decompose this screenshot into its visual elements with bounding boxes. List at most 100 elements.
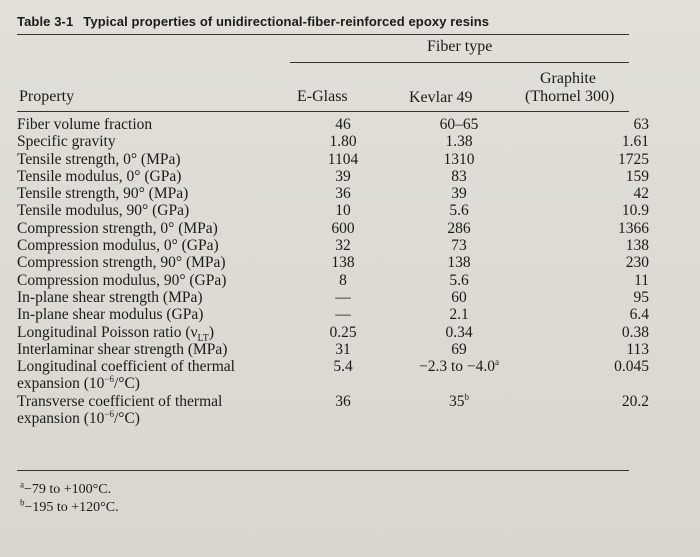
graphite-cell: 6.4 — [629, 306, 649, 324]
kevlar-cell — [399, 375, 519, 392]
table-number: Table 3-1 — [17, 14, 74, 29]
graphite-cell: 159 — [625, 167, 649, 185]
eglass-cell: 36 — [335, 392, 351, 410]
graphite-cell: 42 — [633, 185, 650, 203]
kevlar-cell — [399, 410, 519, 427]
group-rule — [290, 62, 629, 63]
kevlar-cell: 39 — [451, 185, 467, 203]
property-cell: Tensile strength, 0° (MPa) — [17, 150, 181, 168]
graphite-cell: 11 — [634, 271, 649, 289]
eglass-cell: 36 — [335, 185, 351, 203]
eglass-cell: 8 — [339, 271, 347, 289]
table-row: Compression strength, 90° (MPa) 138 138 230 — [17, 254, 649, 271]
footnote-b: b−195 to +120°C. — [20, 497, 119, 515]
property-cell: Tensile modulus, 0° (GPa) — [17, 167, 182, 185]
eglass-cell: 0.25 — [329, 323, 357, 341]
table-row: In-plane shear strength (MPa) — 60 95 — [17, 289, 649, 306]
table-row: expansion (10−6/°C) — [17, 375, 649, 393]
graphite-cell: 10.9 — [621, 202, 649, 220]
kevlar-cell: 0.34 — [445, 323, 473, 341]
eglass-cell: 39 — [335, 167, 351, 185]
table-row: Tensile modulus, 0° (GPa) 39 83 159 — [17, 168, 649, 185]
table-row: Longitudinal Poisson ratio (νLT) 0.25 0.34… — [17, 323, 649, 344]
fiber-type-header: Fiber type — [427, 38, 493, 55]
properties-table: Fiber volume fraction 46 60–65 63 Specific g… — [17, 116, 649, 427]
table-row: Compression strength, 0° (MPa) 600 286 1366 — [17, 220, 649, 237]
col-header-property: Property — [19, 88, 75, 105]
table-row: In-plane shear modulus (GPa) — 2.1 6.4 — [17, 306, 649, 323]
table-title: Table 3-1 Typical properties of unidirect… — [17, 14, 489, 29]
graphite-cell: 1725 — [618, 150, 649, 168]
property-cell: Fiber volume fraction — [17, 116, 153, 133]
eglass-cell: 32 — [335, 237, 351, 255]
graphite-cell: 230 — [625, 254, 649, 272]
table-row: Compression modulus, 90° (GPa) 8 5.6 11 — [17, 272, 649, 289]
kevlar-cell: 5.6 — [449, 271, 469, 289]
property-cell: Transverse coefficient of thermal — [17, 392, 223, 410]
table-title-text: Typical properties of unidirectional-fib… — [83, 14, 490, 29]
kevlar-cell: 286 — [447, 219, 471, 237]
table-row: Tensile modulus, 90° (GPa) 10 5.6 10.9 — [17, 202, 649, 219]
eglass-cell — [287, 410, 399, 427]
property-cell: Compression strength, 90° (MPa) — [17, 254, 226, 272]
kevlar-cell: 2.1 — [449, 306, 469, 324]
bottom-rule — [17, 470, 629, 471]
graphite-cell: 95 — [633, 288, 650, 306]
kevlar-cell: 1310 — [443, 150, 475, 168]
col-header-kevlar: Kevlar 49 — [409, 89, 473, 106]
table-row: Transverse coefficient of thermal 36 35b 20… — [17, 391, 649, 410]
footnotes: a−79 to +100°C. b−195 to +120°C. — [20, 479, 119, 517]
property-cell: Compression strength, 0° (MPa) — [17, 219, 218, 237]
eglass-cell: 31 — [335, 340, 351, 358]
kevlar-cell: 138 — [447, 254, 471, 272]
table-row: Longitudinal coefficient of thermal 5.4 −2… — [17, 357, 649, 376]
kevlar-cell: 35b — [449, 391, 469, 410]
property-cell: Interlaminar shear strength (MPa) — [17, 340, 228, 358]
graphite-cell — [519, 375, 649, 392]
eglass-cell: 5.4 — [333, 358, 353, 376]
property-cell: Compression modulus, 0° (GPa) — [17, 237, 219, 255]
kevlar-cell: 83 — [451, 167, 467, 185]
property-cell: Tensile modulus, 90° (GPa) — [17, 202, 190, 220]
col-header-eglass: E-Glass — [297, 88, 348, 105]
eglass-cell: 1.80 — [329, 133, 357, 151]
table-row: Interlaminar shear strength (MPa) 31 69 113 — [17, 341, 649, 358]
graphite-cell: 1.61 — [621, 133, 649, 151]
kevlar-cell: 73 — [451, 237, 467, 255]
eglass-cell: 1104 — [327, 150, 359, 168]
property-cell: Longitudinal coefficient of thermal — [17, 358, 235, 376]
kevlar-cell: 1.38 — [445, 133, 473, 151]
eglass-cell: — — [335, 306, 351, 324]
property-cell: In-plane shear strength (MPa) — [17, 288, 203, 306]
table-row: Tensile strength, 0° (MPa) 1104 1310 1725 — [17, 151, 649, 168]
eglass-cell: — — [335, 288, 351, 306]
property-cell: Longitudinal Poisson ratio (νLT) — [17, 323, 214, 344]
graphite-cell: 63 — [633, 116, 650, 133]
table-row: expansion (10−6/°C) — [17, 409, 649, 427]
eglass-cell: 600 — [331, 219, 355, 237]
table-row: Compression modulus, 0° (GPa) 32 73 138 — [17, 237, 649, 254]
graphite-cell: 0.045 — [614, 358, 649, 376]
eglass-cell: 138 — [331, 254, 355, 272]
table-row: Fiber volume fraction 46 60–65 63 — [17, 116, 649, 133]
eglass-cell: 46 — [335, 116, 351, 133]
property-cell: Specific gravity — [17, 133, 116, 151]
col-header-graphite-1: Graphite — [540, 70, 596, 87]
graphite-cell: 0.38 — [621, 323, 649, 341]
table-row: Tensile strength, 90° (MPa) 36 39 42 — [17, 185, 649, 202]
graphite-cell: 20.2 — [621, 392, 649, 410]
graphite-cell — [519, 410, 649, 427]
eglass-cell — [287, 375, 399, 392]
kevlar-cell: 5.6 — [449, 202, 469, 220]
graphite-cell: 138 — [625, 237, 649, 255]
kevlar-cell: −2.3 to −4.0a — [418, 357, 500, 376]
graphite-cell: 1366 — [618, 219, 649, 237]
property-cell: Tensile strength, 90° (MPa) — [17, 185, 189, 203]
footnote-a: a−79 to +100°C. — [20, 479, 112, 497]
kevlar-cell: 60–65 — [439, 116, 479, 133]
property-cell: Compression modulus, 90° (GPa) — [17, 271, 227, 289]
header-rule — [17, 111, 629, 112]
top-rule — [17, 34, 629, 35]
graphite-cell: 113 — [626, 340, 649, 358]
